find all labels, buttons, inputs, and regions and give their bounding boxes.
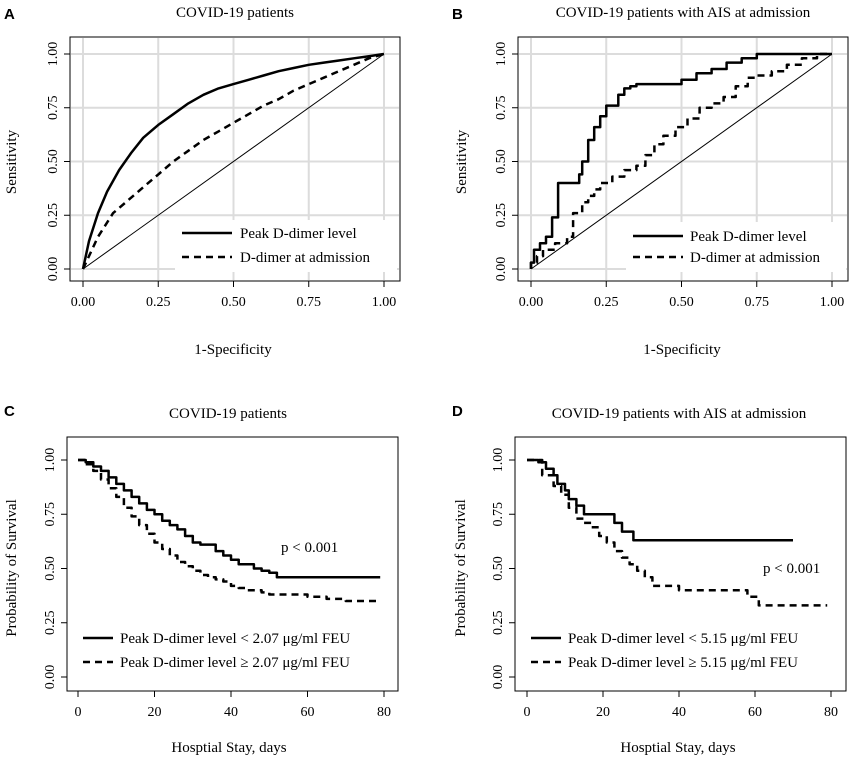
legend-label: D-dimer at admission [240, 250, 370, 266]
series-line-dashed [81, 52, 385, 270]
plot-frame [66, 436, 399, 692]
legend: Peak D-dimer level D-dimer at admission [633, 229, 820, 266]
y-tick-label: 0.00 [494, 257, 509, 282]
x-axis-label: 1-Specificity [194, 342, 272, 358]
x-tick-label: 0 [75, 705, 82, 720]
x-tick-label: 1.00 [820, 295, 845, 310]
x-tick-label: 40 [672, 705, 686, 720]
y-tick-label: 0.25 [43, 611, 58, 636]
y-tick-label: 0.00 [491, 665, 506, 690]
x-tick-label: 20 [148, 705, 162, 720]
x-tick-label: 60 [301, 705, 315, 720]
panel-d: 0 20 40 60 80 0.00 0.25 0.50 0.75 1.00 D COVID-19… [452, 403, 847, 756]
series-line-solid [527, 458, 793, 542]
chart-title: COVID-19 patients with AIS at admission [552, 406, 807, 422]
panel-letter: A [4, 6, 15, 23]
y-tick-label: 0.50 [43, 556, 58, 581]
y-tick-label: 1.00 [46, 42, 61, 67]
y-axis-label: Probability of Survival [453, 499, 469, 637]
reference-diagonal [82, 53, 385, 270]
legend-label: Peak D-dimer level ≥ 2.07 μg/ml FEU [120, 655, 350, 671]
panel-b: 0.00 0.25 0.50 0.75 1.00 0.00 0.25 0.50 0.75 1.00… [452, 5, 849, 358]
x-axis-label: 1-Specificity [643, 342, 721, 358]
series-line-solid [81, 52, 385, 270]
y-tick-label: 0.75 [491, 502, 506, 527]
series-line-dashed [527, 458, 828, 607]
y-tick-label: 0.50 [491, 556, 506, 581]
x-tick-label: 1.00 [372, 295, 397, 310]
y-axis-label: Sensitivity [454, 129, 470, 194]
y-axis-label: Probability of Survival [4, 499, 20, 637]
plot-frame [517, 36, 849, 282]
y-tick-label: 0.25 [494, 203, 509, 228]
legend-label: Peak D-dimer level [240, 226, 357, 242]
legend-label: Peak D-dimer level < 5.15 μg/ml FEU [568, 631, 798, 647]
y-tick-label: 0.50 [46, 149, 61, 174]
series-line-solid [78, 458, 381, 579]
chart-title: COVID-19 patients with AIS at admission [556, 5, 811, 21]
panel-letter: C [4, 403, 15, 420]
y-tick-label: 0.75 [43, 502, 58, 527]
x-tick-label: 0.75 [297, 295, 322, 310]
legend: Peak D-dimer level D-dimer at admission [182, 226, 370, 266]
legend-label: D-dimer at admission [690, 250, 820, 266]
panel-c: 0 20 40 60 80 0.00 0.25 0.50 0.75 1.00 C COVID-19… [4, 403, 399, 756]
y-tick-label: 0.00 [43, 665, 58, 690]
x-tick-label: 0.00 [519, 295, 544, 310]
y-tick-label: 0.25 [46, 203, 61, 228]
y-axis-label: Sensitivity [4, 129, 20, 194]
y-tick-label: 1.00 [491, 448, 506, 473]
panel-a: 0.00 0.25 0.50 0.75 1.00 0.00 0.25 0.50 0.75 1.00… [4, 5, 401, 358]
legend: Peak D-dimer level < 5.15 μg/ml FEU Peak… [531, 631, 798, 671]
chart-title: COVID-19 patients [176, 5, 294, 21]
x-tick-label: 80 [377, 705, 391, 720]
panel-letter: B [452, 6, 463, 23]
y-tick-label: 0.75 [46, 96, 61, 121]
p-value-annotation: p < 0.001 [281, 540, 338, 556]
series-line-solid [529, 52, 832, 269]
x-tick-label: 80 [824, 705, 838, 720]
legend-label: Peak D-dimer level [690, 229, 807, 245]
y-tick-label: 0.75 [494, 96, 509, 121]
y-tick-label: 0.00 [46, 257, 61, 282]
reference-diagonal [530, 53, 833, 270]
legend-background [175, 220, 397, 272]
x-tick-label: 0.75 [745, 295, 770, 310]
x-tick-label: 20 [596, 705, 610, 720]
legend: Peak D-dimer level < 2.07 μg/ml FEU Peak… [83, 631, 350, 671]
x-axis-label: Hosptial Stay, days [171, 740, 286, 756]
x-tick-label: 0.50 [669, 295, 694, 310]
legend-background [626, 222, 846, 272]
y-tick-label: 1.00 [494, 42, 509, 67]
x-tick-label: 0.50 [221, 295, 246, 310]
x-tick-label: 60 [748, 705, 762, 720]
x-tick-label: 0 [524, 705, 531, 720]
x-tick-label: 0.25 [146, 295, 171, 310]
plot-frame [69, 36, 401, 282]
x-tick-label: 0.25 [594, 295, 619, 310]
series-line-dashed [78, 458, 381, 603]
legend-label: Peak D-dimer level ≥ 5.15 μg/ml FEU [568, 655, 798, 671]
chart-title: COVID-19 patients [169, 406, 287, 422]
y-tick-label: 0.25 [491, 611, 506, 636]
x-axis-label: Hosptial Stay, days [620, 740, 735, 756]
x-tick-label: 40 [224, 705, 238, 720]
x-tick-label: 0.00 [71, 295, 96, 310]
plot-frame [514, 436, 847, 692]
y-tick-label: 1.00 [43, 448, 58, 473]
legend-label: Peak D-dimer level < 2.07 μg/ml FEU [120, 631, 350, 647]
panel-letter: D [452, 403, 463, 420]
y-tick-label: 0.50 [494, 149, 509, 174]
p-value-annotation: p < 0.001 [763, 561, 820, 577]
